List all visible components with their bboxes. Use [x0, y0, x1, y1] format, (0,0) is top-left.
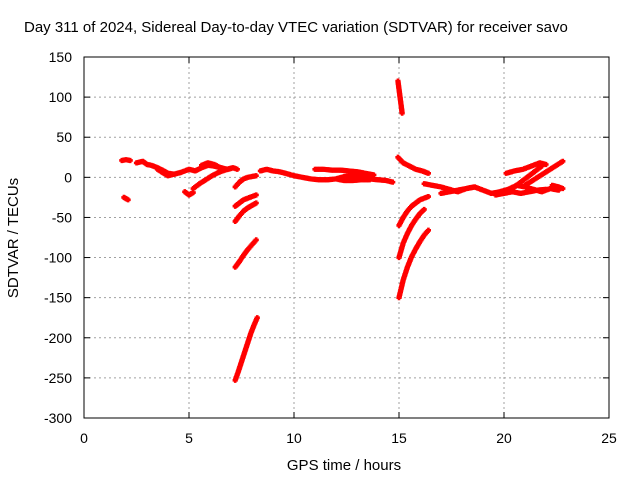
y-tick-label: -250 — [44, 370, 72, 386]
x-tick-label: 15 — [391, 430, 407, 446]
y-tick-label: 100 — [49, 89, 73, 105]
data-points — [119, 78, 566, 383]
data-point — [425, 227, 431, 233]
series-arc20 — [396, 227, 431, 301]
data-point — [125, 197, 131, 203]
data-point — [560, 158, 566, 164]
data-point — [234, 166, 240, 172]
series-arc18 — [396, 193, 431, 229]
data-point — [472, 184, 478, 190]
y-axis-label: SDTVAR / TECUs — [5, 178, 22, 298]
data-point — [539, 163, 545, 169]
data-point — [425, 193, 431, 200]
data-point — [254, 315, 260, 321]
y-tick-label: -300 — [44, 410, 72, 426]
series-arc4 — [154, 166, 177, 179]
data-point — [190, 189, 196, 196]
data-point — [367, 177, 373, 183]
series-arc8 — [232, 173, 259, 190]
series-arc19 — [396, 206, 427, 261]
series-arc16 — [395, 78, 405, 116]
data-point — [253, 200, 259, 206]
data-point — [224, 166, 230, 172]
axis-ticks — [83, 56, 610, 419]
data-point — [253, 192, 259, 198]
x-tick-label: 5 — [185, 430, 193, 446]
series-arc17 — [395, 154, 431, 176]
x-tick-label: 10 — [286, 430, 302, 446]
y-tick-label: 150 — [49, 49, 73, 65]
series-arc7 — [199, 160, 230, 172]
series-arc12 — [232, 315, 260, 383]
series-arc14 — [312, 166, 377, 178]
data-point — [127, 157, 133, 164]
y-tick-label: -200 — [44, 330, 72, 346]
y-tick-label: -50 — [52, 209, 72, 225]
y-tick-labels: 150 100 50 0 -50 -100 -150 -200 -250 -300 — [44, 49, 72, 426]
series-arc10 — [232, 200, 259, 225]
data-point — [171, 171, 177, 177]
x-axis-label: GPS time / hours — [287, 457, 401, 474]
data-point — [371, 172, 377, 178]
data-point — [421, 206, 427, 213]
series-arc11 — [232, 237, 259, 270]
series-arc2 — [121, 194, 131, 203]
data-point — [253, 173, 259, 179]
series-arc9 — [232, 192, 259, 209]
series-arc27 — [549, 182, 566, 192]
data-point — [560, 185, 566, 192]
y-tick-label: 0 — [64, 169, 72, 185]
x-tick-label: 0 — [80, 430, 88, 446]
x-tick-label: 25 — [601, 430, 617, 446]
y-tick-label: -150 — [44, 290, 72, 306]
data-point — [399, 110, 405, 116]
data-point — [543, 161, 549, 168]
series-arc15 — [333, 176, 373, 184]
series-arc6 — [190, 165, 234, 192]
data-point — [390, 179, 396, 185]
series-arc22 — [438, 184, 478, 196]
series-arc5 — [182, 189, 196, 198]
chart-title: Day 311 of 2024, Sidereal Day-to-day VTE… — [24, 19, 568, 36]
grid — [84, 57, 609, 418]
y-tick-label: -100 — [44, 250, 72, 266]
x-tick-label: 20 — [496, 430, 512, 446]
y-tick-label: 50 — [56, 129, 72, 145]
series-arc25 — [505, 163, 545, 195]
plot-frame — [83, 56, 610, 419]
series-arc26 — [522, 158, 566, 188]
data-point — [228, 165, 234, 172]
data-point — [425, 170, 431, 176]
data-point — [253, 237, 259, 243]
data-point — [543, 186, 549, 192]
x-tick-labels: 0 5 10 15 20 25 — [80, 430, 617, 446]
series-arc1 — [119, 157, 133, 164]
